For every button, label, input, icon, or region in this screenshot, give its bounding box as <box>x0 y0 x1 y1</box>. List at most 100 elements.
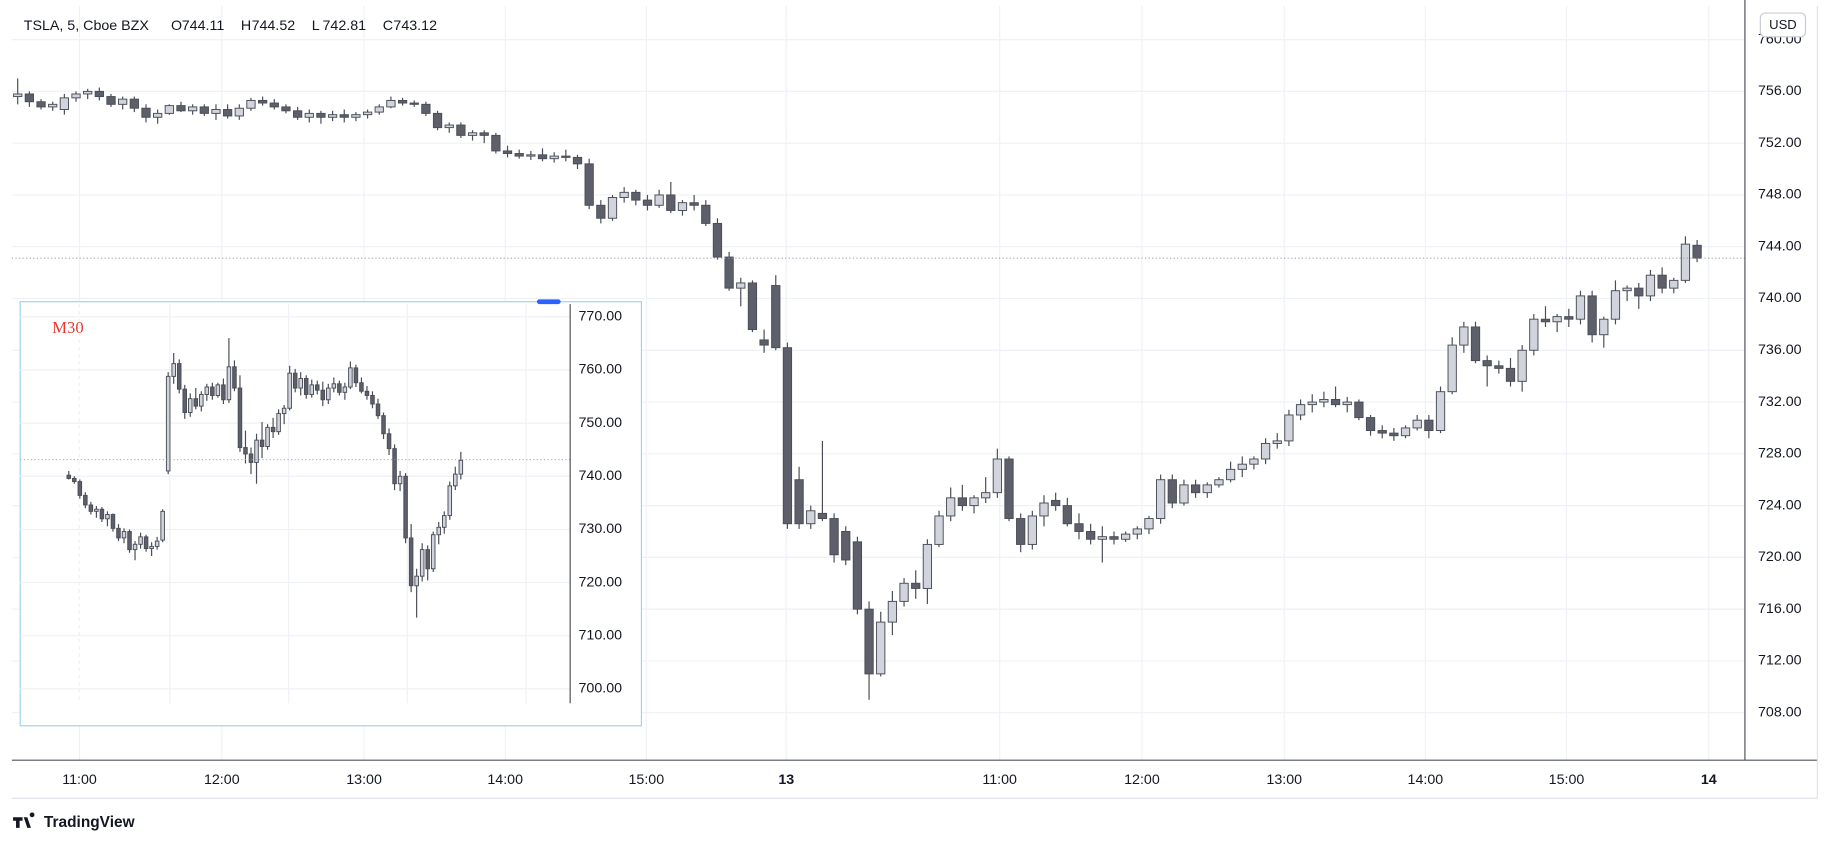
ohlc-key: H <box>241 18 251 34</box>
candle-body <box>1284 414 1294 442</box>
candle-body <box>281 407 287 415</box>
candle-body <box>549 155 559 160</box>
candle-body <box>132 543 138 551</box>
candle-body <box>153 112 163 118</box>
candle-body <box>1669 279 1679 289</box>
candle-body <box>1552 316 1562 323</box>
inset-handle[interactable] <box>536 299 561 305</box>
candle-body <box>1214 479 1224 486</box>
x-tick-label: 11:00 <box>62 772 97 788</box>
candle-body <box>453 473 458 487</box>
candle-body <box>188 106 198 112</box>
candle-body <box>1587 295 1597 336</box>
y-tick-label: 740.00 <box>578 468 622 484</box>
candle-body <box>269 102 279 108</box>
candle-body <box>246 99 256 109</box>
candle-body <box>362 111 373 116</box>
candle-body <box>1400 427 1411 437</box>
brand: TradingView <box>44 814 136 831</box>
y-tick-label: 716.00 <box>1758 601 1802 617</box>
symbol: TSLA, 5, Cboe BZX <box>24 18 150 34</box>
candle-body <box>66 474 72 479</box>
candle-body <box>419 549 425 577</box>
inset-panel: 700.00 710.00 720.00 730.00 740.00 750.00 760.… <box>19 299 643 727</box>
candle-body <box>852 541 863 610</box>
candle-body <box>265 426 270 447</box>
candle-body <box>1167 479 1177 504</box>
candle-body <box>1505 367 1516 382</box>
candle-body <box>689 202 699 206</box>
brand-icon <box>13 812 35 828</box>
candle-body <box>1599 318 1609 336</box>
candle-body <box>436 526 441 536</box>
candle-body <box>1132 528 1142 535</box>
candle-body <box>1109 536 1119 540</box>
candle-body <box>164 105 174 114</box>
candle-body <box>1237 463 1247 470</box>
candle-body <box>71 93 81 99</box>
x-tick-label: 14 <box>1701 772 1717 788</box>
candle-body <box>425 549 430 570</box>
inset-title: M30 <box>52 318 83 337</box>
candle-body <box>292 372 298 389</box>
candle-body <box>199 393 204 407</box>
candle-body <box>584 163 594 206</box>
candle-body <box>342 386 348 393</box>
y-tick-label: 724.00 <box>1758 497 1802 513</box>
candle-body <box>116 527 121 539</box>
candle-body <box>1330 398 1341 406</box>
candle-body <box>292 110 303 118</box>
candle-body <box>1144 518 1154 530</box>
candle-body <box>129 98 139 109</box>
candle-body <box>386 99 396 108</box>
currency: USD <box>1769 17 1797 32</box>
candle-body <box>309 384 314 395</box>
candle-body <box>165 375 171 472</box>
candle-body <box>351 114 361 118</box>
x-tick-label: 15:00 <box>628 772 664 788</box>
ohlc-value: 744.11 <box>182 18 225 34</box>
y-tick-label: 720.00 <box>578 574 622 590</box>
candle-body <box>270 426 276 433</box>
ohlc-key: L <box>312 18 320 34</box>
candle-body <box>467 132 478 136</box>
candle-body <box>315 384 320 391</box>
candle-body <box>414 575 419 587</box>
x-tick-label: 13:00 <box>1266 772 1302 788</box>
candle-body <box>1016 518 1026 545</box>
candle-body <box>160 510 165 541</box>
candle-body <box>442 515 447 528</box>
candle-body <box>403 475 408 539</box>
candle-body <box>537 154 548 160</box>
candle-body <box>561 155 571 158</box>
y-tick-label: 728.00 <box>1758 446 1802 462</box>
candle-body <box>794 479 804 525</box>
candle-body <box>491 134 501 152</box>
candle-body <box>1260 442 1271 460</box>
y-tick-label: 700.00 <box>578 681 622 697</box>
candle-body <box>127 531 132 551</box>
currency-badge[interactable] <box>1759 12 1807 38</box>
candle-body <box>353 367 359 384</box>
candle-body <box>259 439 265 447</box>
candle-body <box>237 387 243 449</box>
y-tick-label: 750.00 <box>578 415 622 431</box>
candle-body <box>359 382 364 392</box>
candle-body <box>1365 417 1376 431</box>
candle-body <box>1447 344 1457 393</box>
candle-body <box>374 106 384 113</box>
candle-body <box>771 285 781 349</box>
y-tick-label: 730.00 <box>578 521 622 537</box>
candle-body <box>1424 419 1434 431</box>
y-tick-label: 744.00 <box>1758 238 1802 254</box>
candle-body <box>149 545 154 550</box>
y-tick-label: 756.00 <box>1758 83 1802 99</box>
candle-body <box>479 132 489 136</box>
y-tick-label: 740.00 <box>1758 290 1802 306</box>
inset-frame <box>19 301 643 727</box>
y-tick-label: 736.00 <box>1758 342 1802 358</box>
candle-body <box>1517 349 1527 382</box>
candle-body <box>1610 290 1621 320</box>
candle-body <box>736 282 746 289</box>
